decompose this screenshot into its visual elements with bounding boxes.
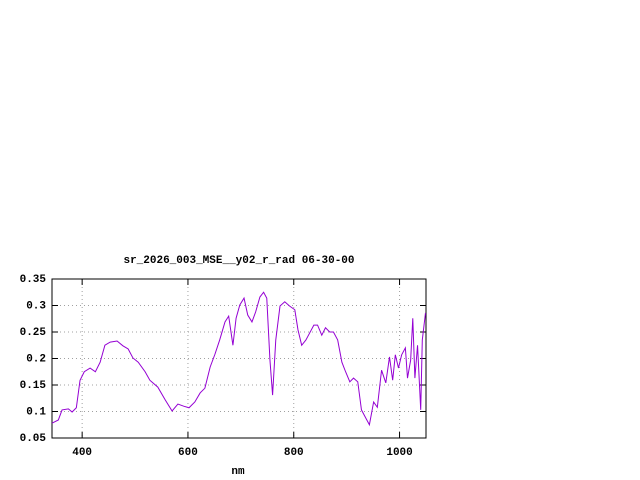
x-axis-label: nm [231,466,245,478]
x-tick-label: 600 [178,447,198,459]
x-tick-label: 400 [72,447,92,459]
y-tick-label: 0.25 [20,327,47,339]
y-tick-label: 0.35 [20,274,47,286]
x-tick-label: 800 [284,447,304,459]
y-tick-label: 0.15 [20,380,47,392]
plot-border [51,278,427,439]
y-tick-label: 0.1 [26,406,46,418]
y-tick-label: 0.3 [26,300,46,312]
data-line [51,291,426,427]
chart-title: sr_2026_003_MSE__y02_r_rad 06-30-00 [123,255,354,267]
y-tick-label: 0.05 [20,433,47,445]
y-tick-label: 0.2 [26,353,46,365]
x-tick-label: 1000 [386,447,412,459]
